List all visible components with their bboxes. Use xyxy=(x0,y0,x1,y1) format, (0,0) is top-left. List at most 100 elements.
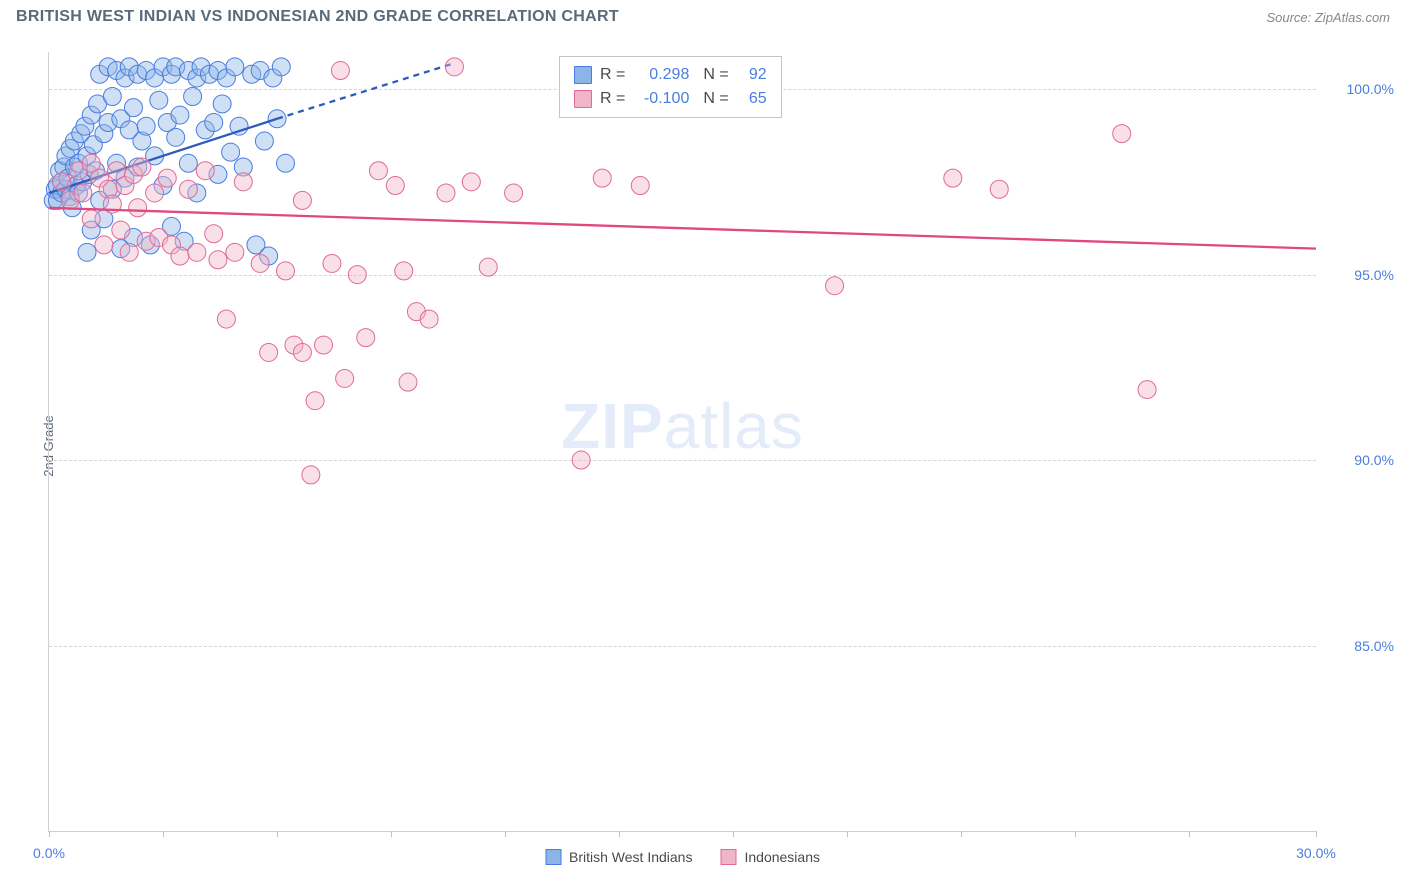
x-tick-label-min: 0.0% xyxy=(33,845,65,861)
data-point xyxy=(179,154,197,172)
data-point xyxy=(103,88,121,106)
data-point xyxy=(277,154,295,172)
data-point xyxy=(399,373,417,391)
data-point xyxy=(255,132,273,150)
data-point xyxy=(437,184,455,202)
x-tick xyxy=(733,831,734,837)
data-point xyxy=(315,336,333,354)
x-tick xyxy=(1316,831,1317,837)
data-point xyxy=(171,247,189,265)
chart-plot-area: 85.0%90.0%95.0%100.0% ZIPatlas R = 0.298… xyxy=(48,52,1316,832)
y-tick-label: 90.0% xyxy=(1354,452,1394,468)
scatter-svg xyxy=(49,52,1316,831)
data-point xyxy=(179,180,197,198)
data-point xyxy=(1113,125,1131,143)
data-point xyxy=(348,266,366,284)
data-point xyxy=(213,95,231,113)
x-tick xyxy=(505,831,506,837)
data-point xyxy=(826,277,844,295)
chart-source: Source: ZipAtlas.com xyxy=(1266,10,1390,25)
data-point xyxy=(631,177,649,195)
data-point xyxy=(184,88,202,106)
data-point xyxy=(82,210,100,228)
x-tick xyxy=(1075,831,1076,837)
data-point xyxy=(331,62,349,80)
data-point xyxy=(323,254,341,272)
legend-swatch-bwi xyxy=(545,849,561,865)
data-point xyxy=(112,221,130,239)
legend-item-bwi: British West Indians xyxy=(545,849,692,865)
data-point xyxy=(369,162,387,180)
legend-item-indonesians: Indonesians xyxy=(720,849,820,865)
data-point xyxy=(990,180,1008,198)
data-point xyxy=(593,169,611,187)
data-point xyxy=(137,117,155,135)
data-point xyxy=(336,369,354,387)
data-point xyxy=(222,143,240,161)
chart-title: BRITISH WEST INDIAN VS INDONESIAN 2ND GR… xyxy=(16,8,619,26)
data-point xyxy=(302,466,320,484)
data-point xyxy=(167,128,185,146)
data-point xyxy=(386,177,404,195)
data-point xyxy=(226,58,244,76)
data-point xyxy=(572,451,590,469)
data-point xyxy=(78,243,96,261)
x-tick xyxy=(1189,831,1190,837)
data-point xyxy=(150,91,168,109)
data-point xyxy=(272,58,290,76)
data-point xyxy=(357,329,375,347)
x-tick xyxy=(163,831,164,837)
data-point xyxy=(53,173,71,191)
y-tick-label: 100.0% xyxy=(1347,81,1394,97)
x-tick xyxy=(619,831,620,837)
data-point xyxy=(196,162,214,180)
data-point xyxy=(234,173,252,191)
x-tick xyxy=(49,831,50,837)
data-point xyxy=(158,169,176,187)
data-point xyxy=(226,243,244,261)
data-point xyxy=(251,254,269,272)
trend-line-dashed xyxy=(277,63,454,119)
data-point xyxy=(217,310,235,328)
x-tick xyxy=(391,831,392,837)
data-point xyxy=(293,343,311,361)
data-point xyxy=(74,184,92,202)
data-point xyxy=(277,262,295,280)
legend-swatch-pink xyxy=(574,90,592,108)
data-point xyxy=(209,251,227,269)
data-point xyxy=(120,243,138,261)
data-point xyxy=(205,113,223,131)
data-point xyxy=(395,262,413,280)
data-point xyxy=(306,392,324,410)
data-point xyxy=(205,225,223,243)
data-point xyxy=(462,173,480,191)
data-point xyxy=(171,106,189,124)
data-point xyxy=(146,184,164,202)
data-point xyxy=(420,310,438,328)
data-point xyxy=(133,158,151,176)
x-tick xyxy=(277,831,278,837)
y-tick-label: 85.0% xyxy=(1354,638,1394,654)
data-point xyxy=(479,258,497,276)
data-point xyxy=(445,58,463,76)
data-point xyxy=(129,199,147,217)
trend-line xyxy=(49,208,1316,249)
legend-row-blue: R = 0.298 N = 92 xyxy=(574,63,767,87)
data-point xyxy=(95,236,113,254)
legend-swatch-indonesians xyxy=(720,849,736,865)
y-tick-label: 95.0% xyxy=(1354,267,1394,283)
data-point xyxy=(1138,381,1156,399)
correlation-legend: R = 0.298 N = 92 R = -0.100 N = 65 xyxy=(559,56,782,118)
data-point xyxy=(124,99,142,117)
data-point xyxy=(188,243,206,261)
data-point xyxy=(944,169,962,187)
legend-swatch-blue xyxy=(574,66,592,84)
data-point xyxy=(293,191,311,209)
data-point xyxy=(260,343,278,361)
x-tick xyxy=(847,831,848,837)
x-tick-label-max: 30.0% xyxy=(1296,845,1336,861)
series-legend: British West Indians Indonesians xyxy=(545,849,820,865)
data-point xyxy=(505,184,523,202)
legend-row-pink: R = -0.100 N = 65 xyxy=(574,87,767,111)
x-tick xyxy=(961,831,962,837)
